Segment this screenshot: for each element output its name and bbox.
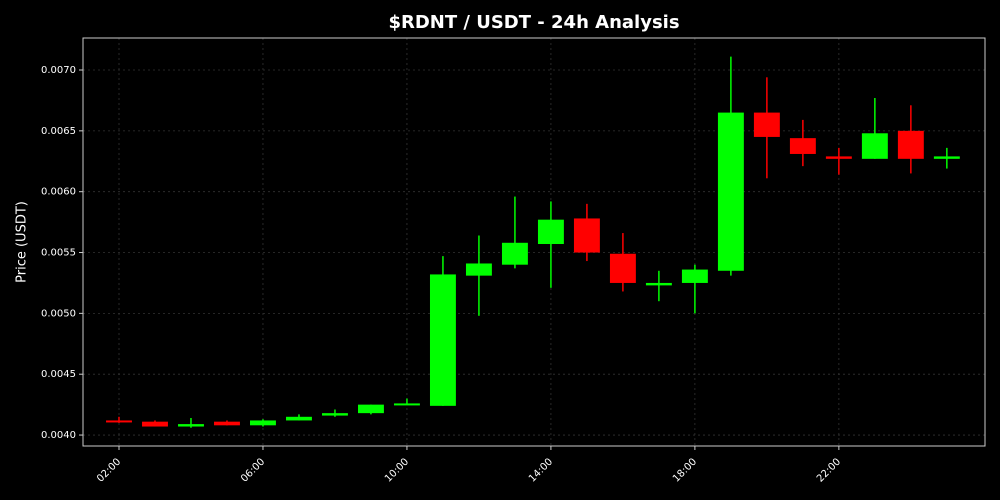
candle-body xyxy=(501,242,528,265)
candle-body xyxy=(825,156,852,159)
candle-body xyxy=(717,112,744,271)
candle-body xyxy=(789,138,816,154)
candle-body xyxy=(645,282,672,286)
chart-title: $RDNT / USDT - 24h Analysis xyxy=(388,12,679,33)
candles xyxy=(106,56,960,428)
y-tick-label: 0.0070 xyxy=(41,65,76,76)
y-tick-label: 0.0060 xyxy=(41,187,76,198)
y-axis-label: Price (USDT) xyxy=(15,201,30,283)
y-tick-label: 0.0045 xyxy=(41,369,76,380)
candle-body xyxy=(465,263,492,276)
y-tick-label: 0.0065 xyxy=(41,126,76,137)
candle-body xyxy=(933,156,960,159)
candle-body xyxy=(429,274,456,406)
candle-body xyxy=(286,416,312,421)
candle-body xyxy=(609,253,636,283)
candle-body xyxy=(681,269,708,283)
candle-body xyxy=(214,421,240,426)
candle-body xyxy=(250,420,276,426)
y-tick-label: 0.0050 xyxy=(41,308,76,319)
candle-body xyxy=(573,218,600,253)
candle-body xyxy=(393,403,420,406)
candle-body xyxy=(357,404,384,414)
y-tick-label: 0.0055 xyxy=(41,248,76,259)
plot-frame xyxy=(82,37,986,447)
candle-body xyxy=(106,420,132,423)
candle-body xyxy=(142,421,168,427)
grid xyxy=(83,38,985,446)
candle-body xyxy=(178,424,204,427)
candle-body xyxy=(537,219,564,245)
y-tick-label: 0.0040 xyxy=(41,430,76,441)
candle-body xyxy=(753,112,780,137)
candle-body xyxy=(861,133,888,159)
candle-body xyxy=(897,130,924,159)
candle-body xyxy=(321,413,348,416)
